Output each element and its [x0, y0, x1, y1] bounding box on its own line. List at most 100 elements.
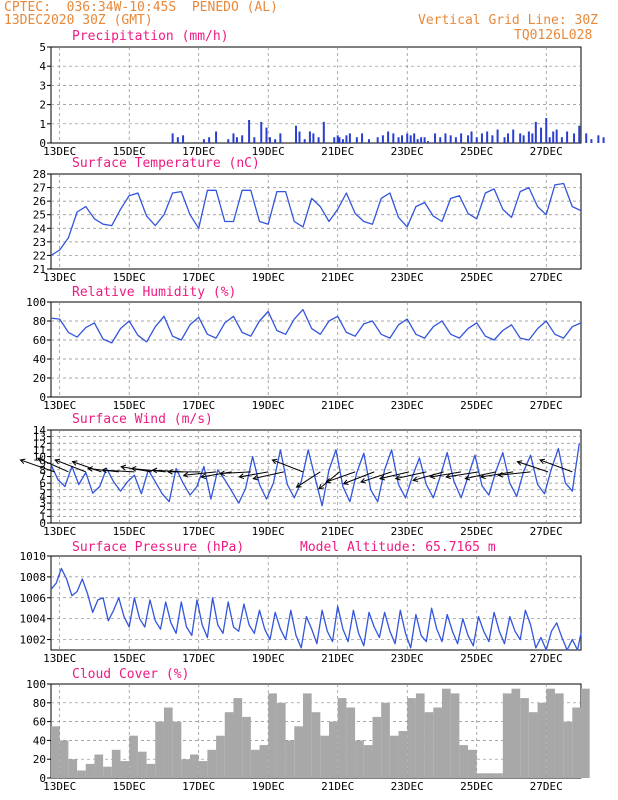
precip-bar — [449, 135, 452, 143]
wind-arrowhead — [429, 473, 436, 480]
precip-bar — [545, 118, 548, 143]
precip-bar — [467, 135, 470, 143]
cloud-bar — [294, 726, 303, 778]
precip-title: Precipitation (mm/h) — [72, 29, 229, 44]
precip-bar — [397, 137, 400, 143]
x-tick-label: 13DEC — [43, 525, 76, 538]
y-tick-label: 26 — [33, 195, 46, 208]
plot-frame — [50, 555, 582, 651]
y-tick-label: 13 — [33, 431, 46, 444]
cloud-bar — [502, 693, 512, 778]
x-tick-label: 15DEC — [113, 399, 146, 412]
wind-arrowhead — [318, 484, 325, 490]
wind-arrowhead — [167, 469, 173, 475]
precip-bar — [355, 137, 358, 143]
precip-bar — [548, 137, 551, 143]
x-tick-label: 17DEC — [182, 525, 215, 538]
wind-arrowhead — [295, 482, 302, 488]
precip-bar — [434, 133, 437, 143]
series-line — [50, 567, 582, 651]
precip-bar — [265, 127, 268, 143]
x-tick-label: 23DEC — [391, 652, 424, 665]
y-tick-label: 40 — [33, 734, 46, 747]
cloud-bar — [459, 745, 469, 778]
x-tick-label: 27DEC — [530, 145, 563, 158]
cloud-bar — [537, 702, 547, 778]
cloud-bar — [441, 688, 451, 778]
precip-bar — [491, 135, 494, 143]
cloud-bar — [198, 761, 208, 778]
cloud-bar — [494, 773, 503, 778]
x-tick-label: 15DEC — [113, 145, 146, 158]
plot-frame — [50, 173, 582, 270]
cloud-bar — [398, 731, 408, 778]
wind-arrowhead — [497, 471, 504, 478]
precip-bar — [176, 137, 179, 143]
wind-vector — [326, 471, 356, 483]
precip-bar — [182, 135, 185, 143]
x-tick-label: 23DEC — [391, 399, 424, 412]
cloud-bar — [415, 693, 425, 778]
precip-bar — [519, 133, 522, 143]
cloud-bar — [511, 688, 521, 778]
precip-bar — [208, 137, 211, 143]
y-tick-label: 60 — [33, 334, 46, 347]
y-tick-label: 3 — [39, 497, 46, 510]
precip-bar — [573, 133, 576, 143]
precip-bar — [406, 133, 409, 143]
cloud-bar — [94, 754, 104, 778]
header-model-id: TQ0126L028 — [514, 28, 593, 43]
y-tick-label: 9 — [39, 457, 46, 470]
cloud-bar — [77, 770, 86, 778]
precip-bar — [333, 137, 336, 143]
precip-bar — [274, 139, 277, 143]
y-tick-label: 100 — [26, 296, 46, 309]
y-tick-label: 100 — [26, 678, 46, 691]
cloud-bar — [233, 698, 243, 778]
x-tick-label: 25DEC — [460, 525, 493, 538]
precip-bar — [480, 133, 483, 143]
precip-bar — [413, 133, 416, 143]
precip-bar — [602, 137, 605, 143]
precip-bar — [392, 133, 395, 143]
cloud-bar — [337, 698, 347, 778]
cloud-bar — [389, 735, 399, 778]
cloud-bar — [572, 707, 581, 778]
cloud-bar — [468, 749, 477, 778]
precip-bar — [308, 131, 311, 143]
wind-arrowhead — [19, 458, 26, 464]
cloud-bar — [224, 712, 234, 778]
wind-arrowhead — [394, 474, 401, 481]
x-tick-label: 25DEC — [460, 399, 493, 412]
cloud-bar — [285, 740, 295, 778]
x-tick-label: 15DEC — [113, 525, 146, 538]
wind-vector — [72, 461, 102, 473]
cloud-bar — [320, 735, 330, 778]
cloud-bar — [554, 693, 564, 778]
x-tick-label: 15DEC — [113, 271, 146, 284]
y-tick-label: 21 — [33, 263, 46, 276]
precip-bar — [322, 121, 325, 143]
y-tick-label: 7 — [39, 471, 46, 484]
precip-bar — [439, 137, 442, 143]
x-tick-label: 17DEC — [182, 780, 215, 793]
precip-bar — [303, 139, 306, 143]
cloud-bar — [355, 740, 364, 778]
wind-arrowhead — [36, 457, 43, 463]
cloud-bar — [172, 721, 182, 778]
precip-bar — [566, 131, 569, 143]
precip-bar — [387, 131, 390, 143]
wind-vector — [360, 471, 392, 483]
precip-bar — [552, 131, 555, 143]
y-tick-label: 0 — [39, 137, 46, 150]
cloud-bar — [51, 726, 60, 778]
y-tick-label: 2 — [39, 504, 46, 517]
wind-vector — [539, 459, 573, 473]
wind-vector — [183, 471, 217, 476]
wind-title: Surface Wind (m/s) — [72, 412, 213, 427]
y-tick-label: 14 — [33, 424, 47, 437]
x-tick-label: 19DEC — [252, 525, 285, 538]
precip-bar — [232, 133, 235, 143]
x-tick-label: 27DEC — [530, 525, 563, 538]
precip-bar — [268, 137, 271, 143]
